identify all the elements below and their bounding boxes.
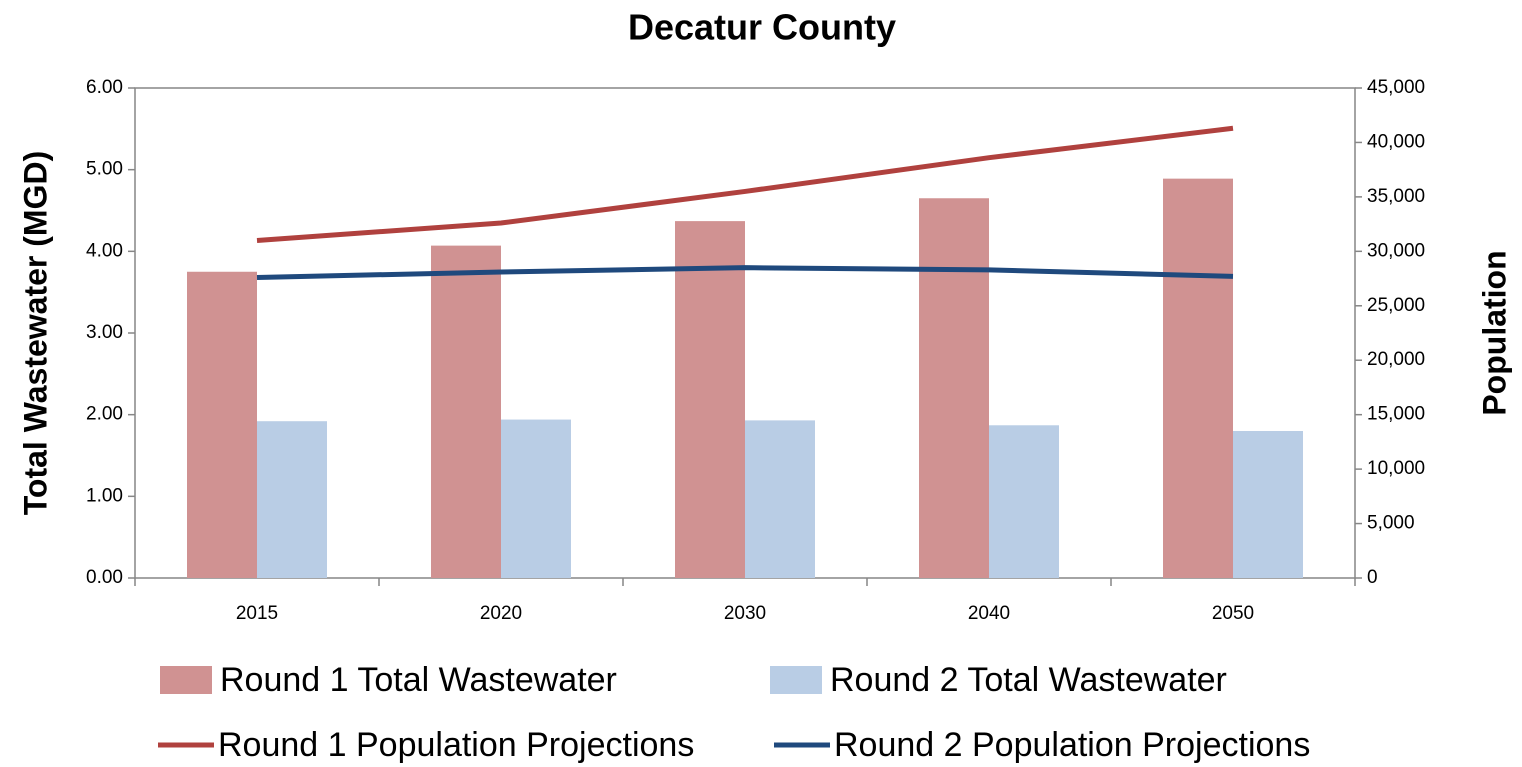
bar: [187, 271, 257, 578]
y-tick-label: 5.00: [86, 159, 123, 180]
line: [256, 265, 1234, 280]
y-tick-label: 4.00: [86, 240, 123, 261]
chart-title: Decatur County: [628, 7, 896, 48]
bar: [919, 198, 989, 578]
bar: [1233, 431, 1303, 578]
y2-tick-label: 5,000: [1367, 513, 1415, 534]
y2-tick-label: 25,000: [1367, 295, 1425, 316]
x-tick-label: 2040: [968, 603, 1010, 624]
bar: [501, 419, 571, 578]
bar: [431, 245, 501, 578]
legend-swatch: [770, 666, 822, 694]
bar: [675, 221, 745, 578]
y-tick-label: 6.00: [86, 77, 123, 98]
bar: [745, 420, 815, 578]
bar: [989, 425, 1059, 578]
x-tick-label: 2020: [480, 603, 522, 624]
y2-tick-label: 40,000: [1367, 131, 1425, 152]
bar: [257, 421, 327, 578]
y-tick-label: 0.00: [86, 567, 123, 588]
y-axis-label: Total Wastewater (MGD): [17, 151, 53, 515]
y2-tick-label: 10,000: [1367, 458, 1425, 479]
y2-tick-label: 20,000: [1367, 349, 1425, 370]
y2-tick-label: 30,000: [1367, 240, 1425, 261]
line: [256, 125, 1234, 243]
bar: [1163, 178, 1233, 578]
y2-tick-label: 35,000: [1367, 186, 1425, 207]
y-tick-label: 3.00: [86, 322, 123, 343]
y2-tick-label: 45,000: [1367, 77, 1425, 98]
legend-label: Round 1 Total Wastewater: [220, 661, 617, 699]
x-tick-label: 2030: [724, 603, 766, 624]
y2-tick-label: 15,000: [1367, 404, 1425, 425]
legend-label: Round 2 Population Projections: [834, 726, 1310, 764]
y2-axis-label: Population: [1476, 250, 1512, 415]
y-tick-label: 1.00: [86, 485, 123, 506]
y-tick-label: 2.00: [86, 404, 123, 425]
legend-label: Round 2 Total Wastewater: [830, 661, 1227, 699]
legend-swatch: [160, 666, 212, 694]
x-tick-label: 2015: [236, 603, 278, 624]
y2-tick-label: 0: [1367, 567, 1378, 588]
x-tick-label: 2050: [1212, 603, 1254, 624]
legend-label: Round 1 Population Projections: [218, 726, 694, 764]
